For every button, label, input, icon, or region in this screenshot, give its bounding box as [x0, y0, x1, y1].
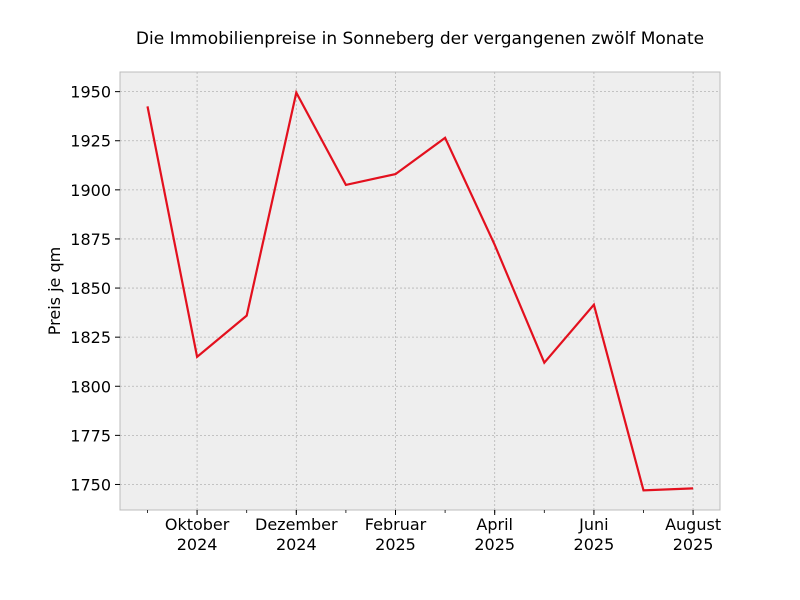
y-tick-label: 1750: [70, 475, 111, 494]
x-tick-label: Februar 2025: [365, 515, 427, 554]
y-tick-label: 1950: [70, 83, 111, 102]
x-tick-label: Dezember 2024: [255, 515, 338, 554]
y-axis-label: Preis je qm: [45, 247, 64, 335]
y-tick-label: 1800: [70, 377, 111, 396]
plot-area: [119, 71, 721, 511]
x-tick-label: April 2025: [474, 515, 515, 554]
x-tick-label: Juni 2025: [574, 515, 615, 554]
y-tick-label: 1925: [70, 132, 111, 151]
x-tick-label: August 2025: [665, 515, 721, 554]
x-axis: Oktober 2024 Dezember 2024 Februar 2025 April 2…: [147, 510, 721, 554]
y-tick-label: 1850: [70, 279, 111, 298]
y-tick-label: 1775: [70, 426, 111, 445]
series-group: [146, 89, 694, 492]
y-tick-label: 1900: [70, 181, 111, 200]
y-tick-label: 1825: [70, 328, 111, 347]
y-axis: 1750 1775 1800 1825 1850 1875 1900 1925 1950: [70, 83, 120, 494]
series-line: [146, 89, 694, 492]
chart-title: Die Immobilienpreise in Sonneberg der ve…: [136, 29, 704, 49]
y-tick-label: 1875: [70, 230, 111, 249]
x-tick-label: Oktober 2024: [165, 515, 230, 554]
grid-lines: [120, 72, 720, 510]
